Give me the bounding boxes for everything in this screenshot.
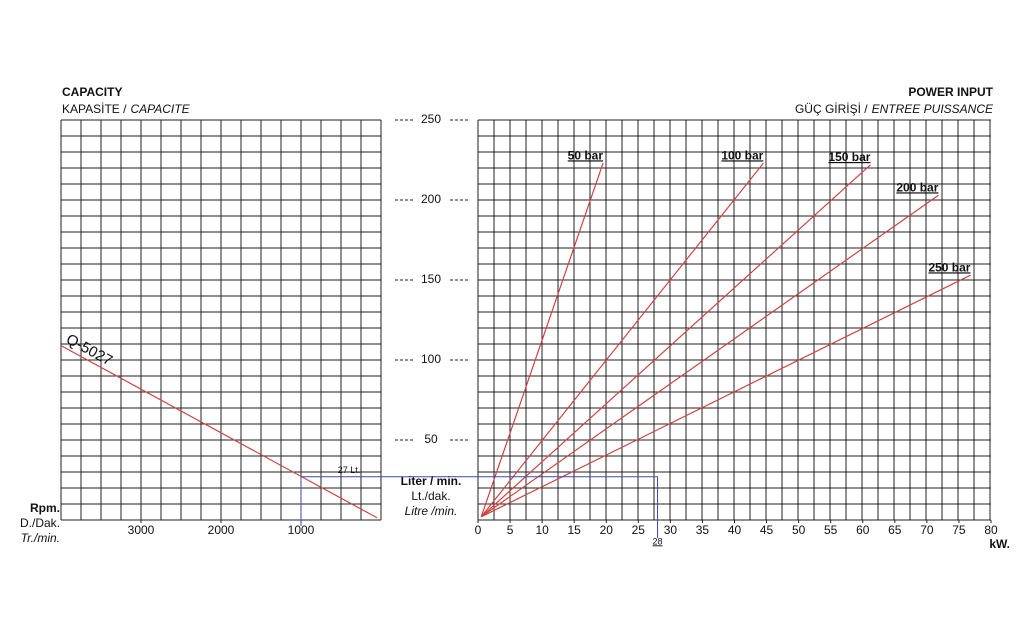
left-subtitle-main: KAPASİTE / <box>62 102 127 116</box>
right-title: POWER INPUT <box>908 85 993 99</box>
x-label: D./Dak. <box>20 516 60 530</box>
right-subtitle-alt: ENTREE PUISSANCE <box>872 102 994 116</box>
x-tick-label: 65 <box>888 523 902 537</box>
reading-line <box>300 476 659 538</box>
x-tick-label: 25 <box>632 523 646 537</box>
series-label: 250 bar <box>928 260 970 274</box>
x-label: Rpm. <box>30 501 60 515</box>
x-tick-label: 10 <box>535 523 549 537</box>
series-line <box>60 345 378 519</box>
left-title: CAPACITY <box>62 85 122 99</box>
y-tick-label: 200 <box>421 192 441 206</box>
series-line <box>480 194 939 518</box>
x-tick-label: 5 <box>507 523 514 537</box>
series-label: 150 bar <box>828 150 870 164</box>
y-tick-label: 50 <box>424 432 438 446</box>
x-tick-label: 80 <box>984 523 998 537</box>
series-line <box>480 274 971 518</box>
y-tick-label: 250 <box>421 112 441 126</box>
reading-power-label: 28 <box>653 536 663 546</box>
x-label: Tr./min. <box>21 531 60 545</box>
x-tick-label: 35 <box>696 523 710 537</box>
x-tick-label: 50 <box>792 523 806 537</box>
series-line <box>480 162 764 518</box>
y-tick-label: 100 <box>421 352 441 366</box>
y-label: Litre /min. <box>405 504 458 518</box>
right-subtitle-main: GÜÇ GİRİŞİ / <box>795 102 868 116</box>
left-subtitle-alt: CAPACITE <box>130 102 190 116</box>
series-label: 200 bar <box>896 180 938 194</box>
reading-flow-label: 27 Lt. <box>338 465 361 475</box>
x-tick-label: 3000 <box>128 523 155 537</box>
x-label: kW. <box>989 537 1010 551</box>
x-tick-label: 70 <box>920 523 934 537</box>
x-tick-label: 55 <box>824 523 838 537</box>
x-tick-label: 30 <box>664 523 678 537</box>
x-tick-label: 1000 <box>288 523 315 537</box>
x-tick-label: 20 <box>600 523 614 537</box>
right-subtitle: GÜÇ GİRİŞİ / ENTREE PUISSANCE <box>795 102 994 116</box>
series-label: 50 bar <box>568 148 604 162</box>
x-tick-label: 45 <box>760 523 774 537</box>
series-line <box>480 163 604 517</box>
y-label: Lt./dak. <box>411 489 450 503</box>
x-tick-label: 60 <box>856 523 870 537</box>
x-tick-label: 15 <box>568 523 582 537</box>
y-tick-label: 150 <box>421 272 441 286</box>
series-label: 100 bar <box>721 148 763 162</box>
series-line <box>480 164 871 518</box>
x-tick-label: 2000 <box>208 523 235 537</box>
series-label: Q-5027 <box>63 331 115 370</box>
x-tick-label: 0 <box>475 523 482 537</box>
x-tick-label: 75 <box>952 523 966 537</box>
left-subtitle: KAPASİTE / CAPACITE <box>62 102 191 116</box>
y-label: Liter / min. <box>401 474 462 488</box>
x-tick-label: 40 <box>728 523 742 537</box>
